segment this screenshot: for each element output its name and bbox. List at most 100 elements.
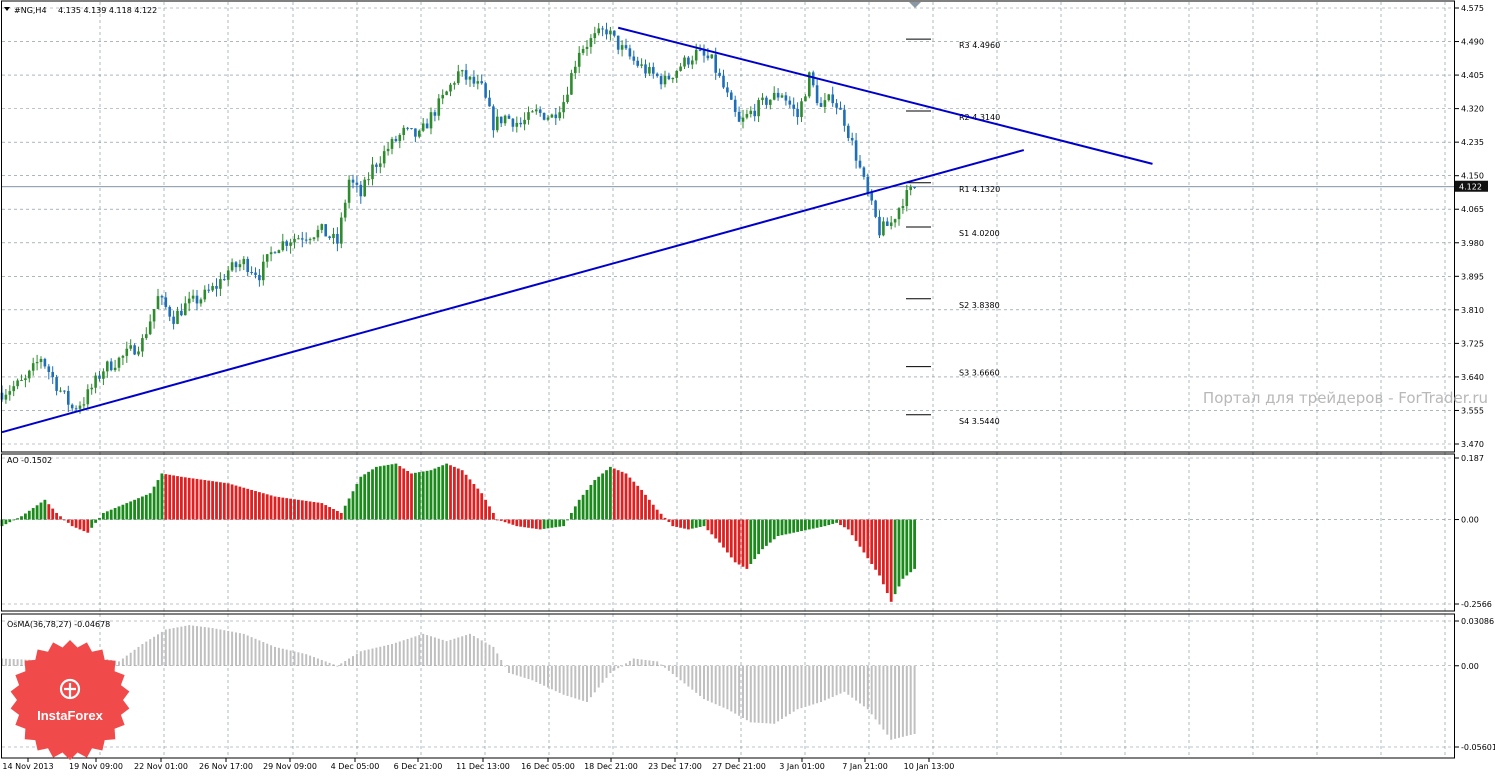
osma-bar	[461, 636, 464, 666]
candle-body	[628, 48, 632, 57]
candle-body	[710, 54, 714, 59]
candle-body	[285, 241, 288, 246]
ao-bar	[382, 465, 386, 520]
ao-bar	[148, 493, 152, 520]
ao-bar	[117, 506, 121, 520]
ao-bar	[534, 519, 538, 529]
candle-body	[98, 375, 101, 379]
ao-bar	[386, 464, 390, 520]
ao-bar	[226, 483, 230, 520]
ao-bar	[624, 473, 628, 520]
candle-body	[749, 110, 753, 115]
osma-bar	[550, 665, 553, 690]
candle-body	[4, 394, 8, 400]
osma-bar	[227, 630, 230, 666]
candle-body	[546, 117, 550, 120]
ao-bar	[191, 478, 195, 520]
osma-bar	[628, 660, 631, 666]
osma-bar	[808, 665, 811, 706]
scroll-marker-icon[interactable]	[909, 2, 921, 8]
osma-bar	[336, 665, 339, 667]
candle-body	[226, 270, 230, 280]
candle-body	[367, 179, 370, 181]
osma-bar	[586, 665, 588, 703]
osma-bar	[823, 665, 826, 701]
ao-bar	[304, 500, 308, 520]
osma-bar	[636, 658, 639, 666]
candle-body	[866, 176, 870, 193]
ao-bar	[66, 519, 70, 523]
ao-bar	[402, 468, 406, 520]
candle-body	[671, 77, 675, 80]
trendline-rising-support[interactable]	[1, 149, 1025, 434]
osma-bar	[886, 665, 889, 735]
candle-body	[776, 92, 780, 98]
trendlines[interactable]	[1, 26, 1153, 434]
candle-body	[160, 296, 164, 298]
candle-body	[897, 208, 901, 220]
ao-bar	[776, 519, 780, 537]
osma-bar	[827, 665, 830, 699]
y-tick-label: 0.187	[1461, 454, 1484, 463]
ao-bar	[63, 519, 66, 521]
osma-bar	[749, 665, 752, 723]
candle-body	[375, 164, 378, 167]
candle-body	[562, 102, 565, 113]
osma-bar	[816, 665, 819, 704]
ao-bar	[542, 519, 546, 529]
y-tick-label: -0.05601	[1461, 743, 1495, 752]
osma-bar	[554, 665, 557, 692]
ao-histogram	[0, 463, 916, 602]
ao-bar	[796, 519, 799, 532]
candle-body	[499, 116, 503, 124]
ao-bar	[476, 488, 480, 520]
candle-body	[574, 66, 577, 74]
candle-body	[515, 122, 519, 127]
osma-bar	[812, 665, 815, 705]
candle-body	[835, 103, 838, 108]
ao-bar	[207, 480, 211, 520]
candle-body	[281, 241, 285, 251]
candle-body	[827, 94, 831, 101]
osma-bar	[784, 665, 787, 717]
osma-bar	[566, 665, 569, 696]
ao-bar	[745, 519, 749, 569]
ao-bar	[846, 519, 850, 530]
osma-bar	[4, 658, 7, 666]
candle-body	[496, 116, 499, 131]
candle-body	[254, 272, 257, 276]
ao-bar	[897, 519, 901, 587]
trendline-falling-resistance[interactable]	[617, 26, 1153, 165]
candle-body	[632, 56, 636, 61]
ao-bar	[410, 473, 413, 520]
candle-body	[570, 73, 573, 95]
ohlc-label: 4.135 4.139 4.118 4.122	[58, 6, 157, 15]
ao-bar	[573, 506, 577, 520]
y-tick-label: 4.490	[1461, 38, 1484, 47]
candle-body	[121, 355, 125, 358]
ao-bar	[414, 472, 417, 520]
ao-bar	[137, 498, 140, 520]
ao-bar	[687, 519, 690, 530]
osma-bar	[706, 665, 709, 701]
osma-bar	[582, 665, 585, 701]
candle-body	[113, 367, 117, 371]
ao-bar	[371, 469, 374, 520]
ao-bar	[406, 471, 409, 520]
osma-bar	[137, 646, 140, 666]
osma-bar	[246, 635, 249, 666]
osma-bar	[274, 646, 276, 666]
ao-bar	[667, 519, 671, 523]
osma-bar	[515, 665, 518, 676]
ao-bar	[468, 479, 472, 520]
candle-body	[507, 115, 511, 119]
osma-bar	[289, 650, 292, 666]
osma-bar	[320, 659, 323, 666]
dropdown-arrow-icon[interactable]	[4, 7, 10, 11]
y-tick-label: 4.320	[1461, 105, 1484, 114]
osma-bar	[738, 665, 741, 716]
ao-bar	[597, 476, 601, 520]
osma-bar	[445, 641, 448, 666]
